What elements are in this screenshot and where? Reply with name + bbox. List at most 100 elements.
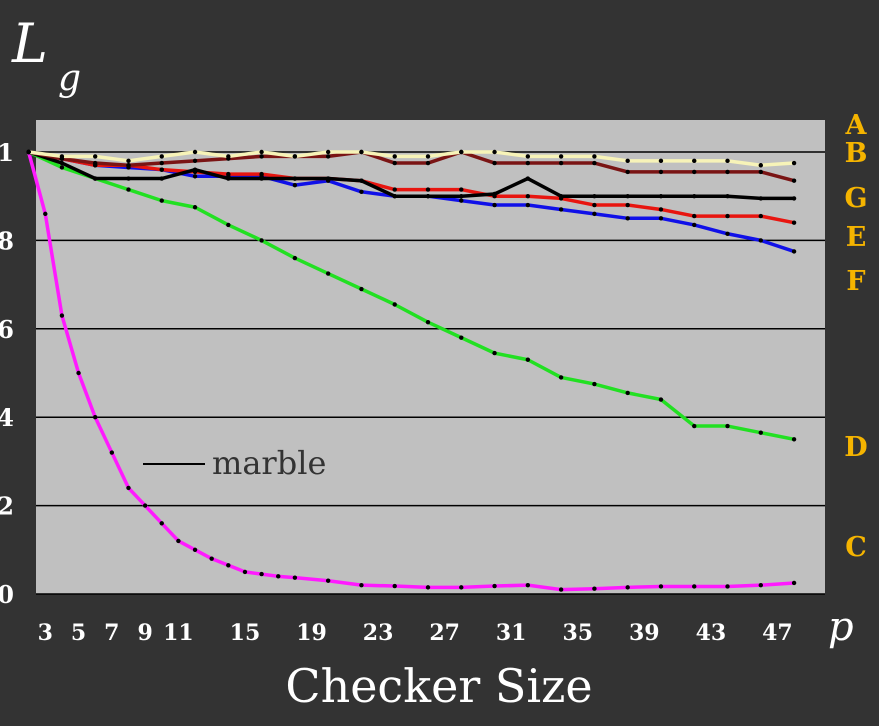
data-point bbox=[392, 194, 397, 199]
data-point bbox=[159, 160, 164, 166]
data-point bbox=[226, 176, 231, 181]
data-point bbox=[242, 569, 248, 575]
data-point bbox=[192, 158, 198, 164]
series-markers bbox=[26, 149, 797, 592]
data-point bbox=[791, 220, 797, 225]
data-point bbox=[725, 194, 730, 199]
x-tick-label: 43 bbox=[696, 620, 727, 646]
data-point bbox=[126, 158, 131, 164]
data-point bbox=[525, 202, 531, 208]
y-axis-label: L bbox=[11, 12, 48, 75]
data-point bbox=[159, 167, 164, 172]
series-label-a: A bbox=[845, 110, 868, 141]
x-tick-label: 47 bbox=[762, 620, 793, 646]
data-point bbox=[142, 503, 148, 508]
data-point bbox=[758, 163, 763, 168]
series-line-g bbox=[28, 150, 795, 201]
data-point bbox=[525, 582, 531, 588]
data-point bbox=[292, 182, 298, 188]
x-axis-symbol: p bbox=[828, 604, 854, 650]
data-point bbox=[292, 255, 298, 261]
data-point bbox=[658, 397, 664, 402]
y-axis-label-subscript: g bbox=[58, 58, 81, 99]
data-point bbox=[26, 149, 31, 155]
data-point bbox=[625, 585, 630, 590]
data-point bbox=[226, 563, 231, 568]
data-point bbox=[558, 194, 564, 199]
data-point bbox=[292, 575, 298, 580]
data-point bbox=[109, 450, 115, 455]
data-point bbox=[59, 313, 65, 318]
data-point bbox=[192, 149, 198, 155]
data-point bbox=[758, 582, 763, 588]
data-point bbox=[692, 169, 697, 175]
data-point bbox=[791, 196, 797, 201]
data-point bbox=[558, 587, 564, 592]
y-tick-label: .4 bbox=[0, 403, 14, 432]
data-point bbox=[492, 202, 497, 208]
data-point bbox=[259, 571, 264, 577]
data-point bbox=[425, 160, 431, 166]
y-tick-label: .6 bbox=[0, 315, 14, 344]
data-point bbox=[425, 154, 431, 159]
series-line-e bbox=[28, 150, 795, 225]
annotation-marble: marble bbox=[212, 444, 326, 482]
data-point bbox=[292, 176, 298, 181]
x-tick-label: 3 bbox=[38, 620, 53, 646]
data-point bbox=[192, 174, 198, 179]
series-line-c bbox=[26, 151, 795, 592]
data-point bbox=[592, 381, 597, 387]
data-point bbox=[93, 160, 98, 166]
data-point bbox=[226, 154, 231, 159]
data-point bbox=[692, 194, 697, 199]
data-point bbox=[625, 158, 630, 164]
data-point bbox=[76, 370, 81, 376]
data-point bbox=[459, 149, 464, 155]
data-point bbox=[592, 586, 597, 591]
data-point bbox=[558, 207, 564, 212]
x-axis-label: Checker Size bbox=[285, 659, 592, 713]
data-point bbox=[325, 154, 331, 159]
x-tick-label: 35 bbox=[562, 620, 593, 646]
data-point bbox=[725, 213, 730, 219]
x-tick-label: 9 bbox=[137, 620, 152, 646]
data-point bbox=[276, 574, 281, 579]
y-tick-label: 0 bbox=[0, 580, 14, 609]
x-tick-label: 19 bbox=[296, 620, 327, 646]
data-point bbox=[492, 350, 497, 356]
data-point bbox=[459, 194, 464, 199]
data-point bbox=[658, 207, 664, 212]
data-point bbox=[59, 154, 65, 159]
data-point bbox=[259, 154, 264, 159]
data-point bbox=[758, 238, 763, 243]
data-point bbox=[625, 169, 630, 175]
series-label-e: E bbox=[846, 222, 867, 253]
data-point bbox=[392, 583, 397, 589]
data-point bbox=[791, 437, 797, 442]
data-point bbox=[226, 222, 231, 228]
data-point bbox=[459, 585, 464, 590]
data-point bbox=[192, 547, 198, 552]
data-point bbox=[558, 375, 564, 380]
data-point bbox=[525, 154, 531, 159]
data-point bbox=[425, 194, 431, 199]
data-point bbox=[459, 335, 464, 340]
data-point bbox=[459, 187, 464, 192]
data-point bbox=[692, 584, 697, 589]
data-point bbox=[192, 205, 198, 210]
data-point bbox=[359, 149, 364, 155]
data-point bbox=[192, 167, 198, 172]
data-point bbox=[159, 521, 164, 526]
data-point bbox=[425, 187, 431, 192]
data-point bbox=[259, 238, 264, 243]
y-tick-label: 0.8 bbox=[0, 226, 14, 255]
data-point bbox=[492, 583, 497, 589]
data-point bbox=[692, 222, 697, 228]
data-point bbox=[558, 160, 564, 166]
x-tick-label: 27 bbox=[429, 620, 460, 646]
data-point bbox=[658, 194, 664, 199]
data-point bbox=[725, 231, 730, 236]
data-point bbox=[209, 556, 214, 561]
